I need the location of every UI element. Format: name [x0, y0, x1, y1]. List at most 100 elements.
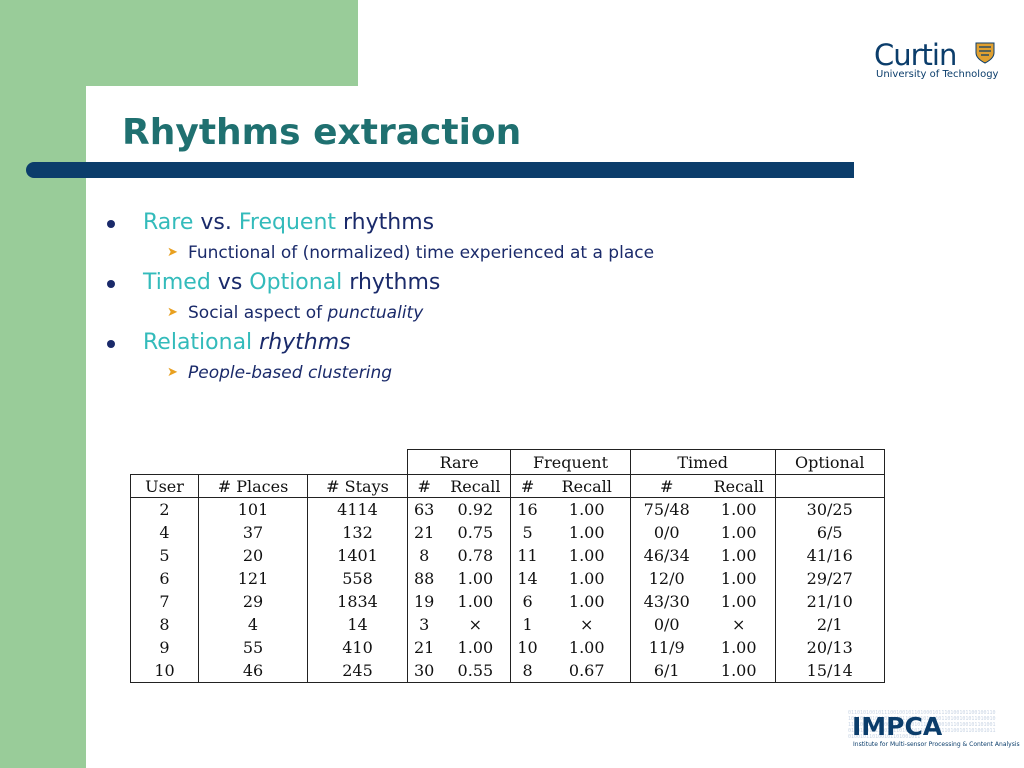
table-cell: 4: [130, 521, 199, 544]
table-cell: 55: [198, 636, 308, 659]
bullet-term: Rare: [143, 210, 194, 235]
table-cell: 4: [198, 613, 308, 636]
table-row: 7 29 1834 19 1.00 6 1.00 43/30 1.00 21/10: [130, 590, 885, 613]
bullet-relational: Relational rhythms: [105, 328, 805, 358]
table-cell: 132: [307, 521, 408, 544]
table-cell: 1.00: [702, 567, 776, 590]
sub-bullet-text: Functional of (normalized) time experien…: [188, 243, 655, 263]
table-cell: 30: [407, 659, 441, 683]
table-row: 4 37 132 21 0.75 5 1.00 0/0 1.00 6/5: [130, 521, 885, 544]
table-cell: 8: [130, 613, 199, 636]
column-header: # Places: [198, 474, 308, 498]
column-header: #: [510, 474, 544, 498]
table-cell: 30/25: [774, 497, 885, 521]
column-header: User: [130, 474, 199, 498]
table-cell: 1.00: [440, 567, 512, 590]
table-cell: 14: [510, 567, 544, 590]
table-cell: 37: [198, 521, 308, 544]
impca-logo-word: IMPCA: [852, 712, 943, 741]
table-cell: 9: [130, 636, 199, 659]
column-header: # Stays: [307, 474, 408, 498]
sub-bullet-social: ➤ Social aspect of punctuality: [105, 298, 805, 328]
table-cell: 0.92: [440, 497, 512, 521]
table-group-header-row: Rare Frequent Timed Optional: [131, 449, 885, 475]
bullet-rare-frequent: Rare vs. Frequent rhythms: [105, 208, 805, 238]
table-cell: 0.75: [440, 521, 512, 544]
arrow-bullet-icon: ➤: [167, 365, 178, 380]
arrow-bullet-icon: ➤: [167, 305, 178, 320]
corner-curve: [86, 86, 126, 126]
table-cell: 1.00: [702, 590, 776, 613]
table-cell: 21: [407, 636, 441, 659]
table-cell: ×: [702, 613, 776, 636]
table-row: 6 121 558 88 1.00 14 1.00 12/0 1.00 29/27: [130, 567, 885, 590]
bullet-timed-optional: Timed vs Optional rhythms: [105, 268, 805, 298]
bullet-text: rhythms: [342, 270, 441, 295]
table-cell: 21: [407, 521, 441, 544]
table-cell: 1401: [307, 544, 408, 567]
table-cell: 1.00: [702, 497, 776, 521]
bullet-term: Timed: [143, 270, 211, 295]
table-cell: 1.00: [543, 544, 631, 567]
column-header: #: [629, 474, 703, 498]
table-cell: 1.00: [543, 567, 631, 590]
curtin-logo-subtitle: University of Technology: [876, 69, 999, 80]
table-cell: 20/13: [774, 636, 885, 659]
table-cell: 101: [198, 497, 308, 521]
bullet-text: vs.: [193, 210, 239, 235]
table-cell: 46: [198, 659, 308, 683]
bullet-text: vs: [210, 270, 250, 295]
table-row: 5 20 1401 8 0.78 11 1.00 46/34 1.00 41/16: [130, 544, 885, 567]
title-rule: [26, 162, 854, 178]
table-cell: 245: [307, 659, 408, 683]
column-header: Recall: [702, 474, 776, 498]
table-cell: 41/16: [774, 544, 885, 567]
sub-bullet-emphasis: punctuality: [327, 303, 424, 323]
bullet-text: rhythms: [336, 210, 435, 235]
curtin-shield-icon: [975, 42, 995, 64]
table-cell: 1.00: [543, 521, 631, 544]
group-header-rare: Rare: [406, 449, 512, 475]
table-cell: 2: [130, 497, 199, 521]
table-cell: 0.78: [440, 544, 512, 567]
table-cell: 6/5: [774, 521, 885, 544]
table-cell: 558: [307, 567, 408, 590]
column-header: #: [407, 474, 441, 498]
table-cell: 7: [130, 590, 199, 613]
table-cell: 4114: [307, 497, 408, 521]
table-cell: 20: [198, 544, 308, 567]
group-header-frequent: Frequent: [510, 449, 631, 475]
sub-bullet-people: ➤ People-based clustering: [105, 358, 805, 388]
curtin-logo-word: Curtin: [874, 38, 957, 72]
table-cell: 0/0: [629, 613, 703, 636]
sub-bullet-text: People-based clustering: [188, 363, 393, 383]
bullet-dot-icon: [107, 280, 115, 288]
bullet-list: Rare vs. Frequent rhythms ➤ Functional o…: [105, 208, 805, 388]
table-cell: 11/9: [629, 636, 703, 659]
table-cell: 8: [407, 544, 441, 567]
impca-binary-pattern: 0110101001011100100101101000101110100101…: [848, 710, 996, 740]
table-cell: 63: [407, 497, 441, 521]
table-cell: 1.00: [702, 521, 776, 544]
rhythms-table: Rare Frequent Timed Optional User # Plac…: [130, 449, 885, 683]
table-cell: 12/0: [629, 567, 703, 590]
table-cell: 1.00: [543, 497, 631, 521]
table-cell: 88: [407, 567, 441, 590]
table-cell: 19: [407, 590, 441, 613]
bullet-term: Relational: [143, 330, 253, 355]
table-cell: 5: [130, 544, 199, 567]
table-cell: 10: [130, 659, 199, 683]
bullet-term: Optional: [249, 270, 343, 295]
table-cell: 14: [307, 613, 408, 636]
table-cell: 16: [510, 497, 544, 521]
table-cell: 1.00: [440, 636, 512, 659]
table-cell: 410: [307, 636, 408, 659]
bullet-dot-icon: [107, 220, 115, 228]
table-cell: 1: [510, 613, 544, 636]
table-cell: 1.00: [702, 636, 776, 659]
table-cell: 6: [510, 590, 544, 613]
bullet-dot-icon: [107, 340, 115, 348]
table-cell: 1.00: [543, 636, 631, 659]
table-cell: 0.55: [440, 659, 512, 683]
table-cell: 29: [198, 590, 308, 613]
